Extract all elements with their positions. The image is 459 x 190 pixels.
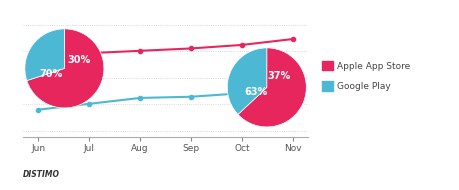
Text: 63%: 63% bbox=[244, 87, 267, 97]
Wedge shape bbox=[237, 48, 306, 127]
Text: 30%: 30% bbox=[67, 55, 91, 65]
Wedge shape bbox=[25, 29, 64, 81]
Legend: Apple App Store, Google Play: Apple App Store, Google Play bbox=[321, 61, 409, 91]
Wedge shape bbox=[27, 29, 104, 108]
Text: 70%: 70% bbox=[39, 69, 62, 79]
Text: 37%: 37% bbox=[267, 70, 290, 81]
Text: DISTIMO: DISTIMO bbox=[23, 170, 60, 179]
Wedge shape bbox=[227, 48, 266, 114]
